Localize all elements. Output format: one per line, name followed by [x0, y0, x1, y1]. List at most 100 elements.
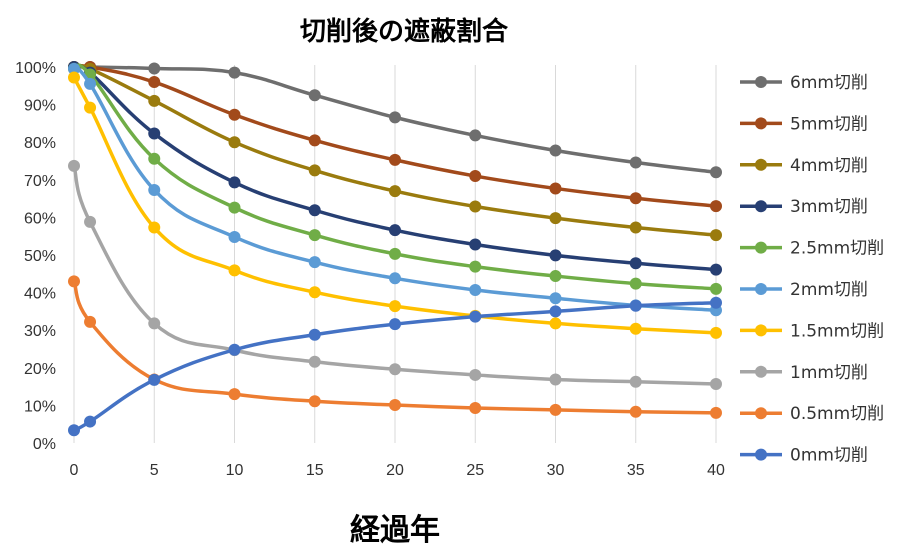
y-tick-label-70: 70%	[24, 173, 56, 190]
data-point-1mm切削-5	[148, 317, 161, 330]
data-point-2mm切削-5	[148, 183, 161, 196]
data-point-4mm切削-20	[389, 185, 401, 198]
data-point-2.5mm切削-40	[710, 282, 722, 295]
legend-label: 3mm切削	[790, 197, 868, 217]
data-point-0.5mm切削-40	[710, 406, 722, 419]
series-line-3mm切削	[72, 63, 718, 272]
data-point-3mm切削-35	[629, 257, 642, 270]
data-point-2mm切削-0	[68, 62, 80, 75]
data-point-4mm切削-30	[549, 212, 562, 225]
data-point-0mm切削-15	[308, 328, 321, 341]
data-point-0.5mm切削-35	[629, 405, 642, 418]
chart-title: 切削後の遮蔽割合	[300, 16, 509, 47]
data-point-4mm切削-5	[148, 94, 161, 107]
legend-item-1.5mm切削: 1.5mm切削	[740, 321, 884, 341]
x-tick-label-35: 35	[627, 462, 645, 479]
data-point-2mm切削-1	[84, 77, 97, 90]
series-line-6mm切削	[72, 65, 718, 175]
x-tick-label-30: 30	[547, 462, 565, 479]
legend-item-6mm切削: 6mm切削	[740, 73, 868, 93]
series-line-2mm切削	[72, 66, 718, 313]
legend-swatch-marker	[755, 117, 767, 130]
data-point-5mm切削-40	[710, 200, 722, 213]
data-point-4mm切削-10	[228, 136, 241, 149]
y-tick-label-20: 20%	[24, 361, 56, 378]
data-point-6mm切削-40	[710, 166, 722, 179]
legend-item-3mm切削: 3mm切削	[740, 197, 868, 217]
x-tick-label-20: 20	[386, 462, 404, 479]
data-point-2mm切削-10	[228, 230, 241, 243]
series-1.5mm切削	[68, 71, 722, 339]
data-point-5mm切削-20	[389, 153, 401, 166]
legend-item-4mm切削: 4mm切削	[740, 156, 868, 176]
legend-label: 0mm切削	[790, 446, 868, 466]
data-point-5mm切削-30	[549, 182, 562, 195]
data-point-0mm切削-40	[710, 296, 722, 309]
data-point-2mm切削-25	[469, 283, 482, 296]
data-point-3mm切削-15	[308, 204, 321, 217]
data-point-6mm切削-35	[629, 156, 642, 169]
series-1mm切削	[68, 159, 722, 390]
data-point-0.5mm切削-1	[84, 315, 97, 328]
y-tick-label-30: 30%	[24, 323, 56, 340]
data-point-1mm切削-0	[68, 159, 80, 172]
data-point-0mm切削-20	[389, 318, 401, 331]
data-point-3mm切削-5	[148, 127, 161, 140]
data-point-1.5mm切削-30	[549, 317, 562, 330]
series-line-0mm切削	[72, 301, 718, 432]
legend-label: 1.5mm切削	[790, 321, 884, 341]
y-tick-label-40: 40%	[24, 286, 56, 303]
data-point-2.5mm切削-5	[148, 152, 161, 165]
series-0mm切削	[68, 296, 722, 437]
legend-label: 6mm切削	[790, 73, 868, 93]
y-tick-label-10: 10%	[24, 398, 56, 415]
data-point-2.5mm切削-35	[629, 277, 642, 290]
y-tick-label-50: 50%	[24, 248, 56, 265]
data-point-1mm切削-35	[629, 375, 642, 388]
legend-swatch-marker	[755, 365, 767, 378]
data-point-2mm切削-30	[549, 292, 562, 305]
legend-swatch-marker	[755, 158, 767, 171]
data-point-6mm切削-25	[469, 129, 482, 142]
data-point-1mm切削-25	[469, 368, 482, 381]
data-point-1.5mm切削-0	[68, 71, 80, 84]
data-point-2mm切削-20	[389, 272, 401, 285]
data-point-3mm切削-25	[469, 238, 482, 251]
series-line-1.5mm切削	[72, 75, 718, 335]
x-tick-label-40: 40	[707, 462, 725, 479]
data-point-4mm切削-40	[710, 229, 722, 242]
legend-swatch-marker	[755, 283, 767, 295]
data-point-0mm切削-25	[469, 310, 482, 323]
data-point-2.5mm切削-10	[228, 201, 241, 214]
data-point-4mm切削-15	[308, 164, 321, 177]
data-point-1.5mm切削-20	[389, 300, 401, 313]
x-axis-label: 経過年	[350, 513, 440, 548]
data-point-2.5mm切削-20	[389, 247, 401, 260]
data-point-0mm切削-0	[68, 424, 80, 437]
data-point-6mm切削-15	[308, 89, 321, 102]
data-point-2.5mm切削-25	[469, 260, 482, 273]
data-point-1mm切削-40	[710, 377, 722, 390]
y-tick-label-90: 90%	[24, 98, 56, 115]
x-tick-label-15: 15	[306, 462, 324, 479]
series-0.5mm切削	[68, 275, 722, 419]
data-point-0mm切削-10	[228, 343, 241, 356]
data-point-0.5mm切削-20	[389, 399, 401, 412]
data-point-0.5mm切削-30	[549, 403, 562, 416]
data-point-1mm切削-20	[389, 363, 401, 376]
series-group	[68, 61, 722, 437]
legend-label: 4mm切削	[790, 156, 868, 176]
data-point-4mm切削-25	[469, 200, 482, 213]
data-point-2mm切削-15	[308, 256, 321, 269]
series-line-5mm切削	[72, 63, 718, 208]
x-tick-label-0: 0	[70, 462, 79, 479]
legend-swatch-marker	[755, 324, 767, 337]
legend-item-2.5mm切削: 2.5mm切削	[740, 239, 884, 259]
legend-swatch-marker	[755, 407, 767, 420]
legend-item-2mm切削: 2mm切削	[740, 280, 868, 300]
legend-item-0.5mm切削: 0.5mm切削	[740, 404, 884, 424]
data-point-1.5mm切削-15	[308, 286, 321, 299]
legend-item-0mm切削: 0mm切削	[740, 446, 868, 466]
